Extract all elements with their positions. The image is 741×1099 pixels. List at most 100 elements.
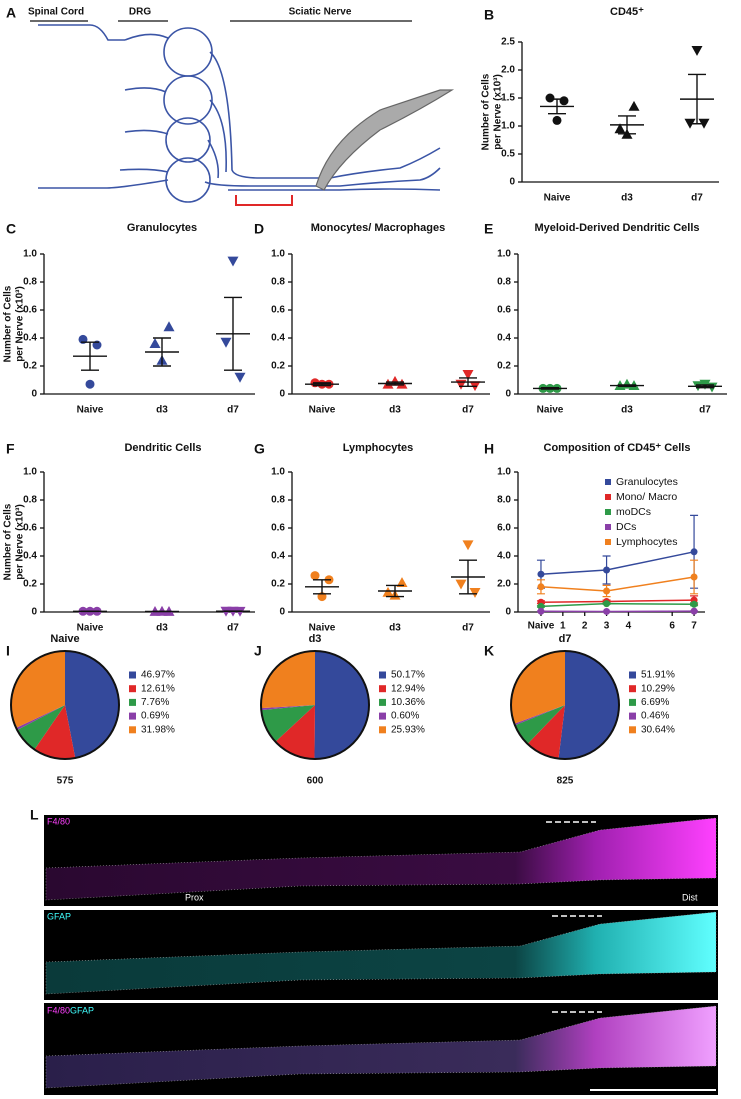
data-point: [85, 379, 95, 389]
legend-label: 12.61%: [141, 683, 175, 694]
y-tick-label: 0.4: [23, 551, 37, 562]
y-tick-label: 0.6: [497, 305, 511, 316]
data-point: [396, 577, 408, 587]
legend-label: DCs: [616, 521, 636, 533]
panel-letter: H: [484, 441, 494, 457]
microscopy-panel: F4/80 Prox Dist GFAP F4/80 GFAP: [44, 815, 718, 1095]
legend-swatch: [379, 671, 386, 679]
error-bar: [618, 384, 636, 387]
data-point: [462, 370, 474, 380]
data-point: [455, 579, 467, 590]
y-tick-label: 0.2: [271, 579, 285, 590]
x-tick-label: d3: [389, 405, 401, 416]
y-tick-label: 0: [505, 607, 511, 618]
legend-label: 30.64%: [641, 724, 675, 735]
y-tick-label: 0.6: [23, 305, 37, 316]
x-tick-label: d3: [621, 193, 633, 204]
y-tick-label: 1.0: [271, 249, 285, 260]
data-point: [621, 378, 633, 389]
y-tick-label: 2.0: [497, 579, 511, 590]
x-tick-label: Naive: [544, 193, 571, 204]
legend-label: 10.36%: [391, 697, 425, 708]
y-tick-label: 0.5: [501, 149, 515, 160]
y-tick-label: 0: [505, 389, 511, 400]
error-bar: [541, 387, 559, 390]
y-tick-label: 0.2: [23, 579, 37, 590]
y-tick-label: 0: [31, 389, 37, 400]
pie-slice: [514, 705, 565, 726]
legend-label: 31.98%: [141, 724, 175, 735]
data-point: [690, 607, 698, 615]
y-tick-label: 6.0: [497, 523, 511, 534]
x-tick-label: Naive: [309, 405, 336, 416]
data-point: [537, 583, 545, 591]
data-point: [234, 372, 246, 383]
legend-swatch: [605, 494, 611, 500]
y-tick-label: 1.0: [501, 121, 515, 132]
pie-slice: [558, 651, 619, 759]
x-tick-label: d7: [462, 405, 474, 416]
data-point: [603, 566, 611, 574]
data-point: [545, 93, 555, 103]
pie-outline: [260, 650, 370, 760]
diagram-label: Sciatic Nerve: [289, 7, 352, 18]
chart-title: Myeloid-Derived Dendritic Cells: [534, 222, 699, 234]
legend-swatch: [605, 479, 611, 485]
stain-label: GFAP: [70, 1005, 94, 1015]
panel-letter: E: [484, 221, 493, 237]
data-point: [310, 571, 320, 581]
panel-letter: L: [30, 807, 39, 823]
y-axis-label: per Nerve (x10³): [15, 286, 26, 362]
legend-label: 0.46%: [641, 711, 669, 722]
legend-swatch: [605, 524, 611, 530]
data-point: [149, 338, 161, 348]
y-axis-label: Number of Cells: [3, 285, 14, 362]
legend-swatch: [629, 712, 636, 720]
y-tick-label: 0.8: [23, 277, 37, 288]
error-bar: [688, 73, 706, 125]
x-tick-label: d7: [462, 623, 474, 634]
data-point: [628, 100, 640, 111]
stain-label: F4/80: [47, 1005, 70, 1015]
data-point: [537, 570, 545, 578]
pie-slice: [514, 705, 565, 744]
pie-slice: [527, 705, 565, 759]
legend-label: 50.17%: [391, 670, 425, 681]
y-tick-label: 0: [509, 177, 515, 188]
legend-swatch: [629, 726, 636, 734]
series-line: [540, 602, 695, 608]
error-bar: [386, 584, 404, 598]
y-tick-label: 0.8: [23, 495, 37, 506]
y-tick-label: 1.0: [23, 467, 37, 478]
legend-label: Lymphocytes: [616, 536, 677, 548]
y-tick-label: 2.0: [501, 65, 515, 76]
y-tick-label: 0.4: [497, 333, 511, 344]
y-tick-label: 0.8: [271, 277, 285, 288]
legend-label: 0.60%: [391, 711, 419, 722]
x-tick-label: d3: [621, 405, 633, 416]
x-tick-label: Naive: [537, 405, 564, 416]
data-point: [603, 587, 611, 595]
y-axis-label: Number of Cells: [481, 73, 492, 150]
legend-label: Granulocytes: [616, 476, 678, 488]
series-line: [540, 599, 695, 603]
y-tick-label: 4.0: [497, 551, 511, 562]
y-tick-label: 1.0: [497, 249, 511, 260]
pie-slice: [34, 705, 76, 759]
panel-letter: I: [6, 643, 10, 659]
diagram-label: Spinal Cord: [28, 7, 84, 18]
diagram-label: DRG: [129, 7, 151, 18]
panel-letter: A: [6, 5, 16, 21]
chart-title: CD45⁺: [610, 6, 644, 18]
legend-label: 25.93%: [391, 724, 425, 735]
chart-title: Naive: [50, 633, 79, 645]
data-point: [559, 96, 569, 106]
chart-title: Granulocytes: [127, 222, 197, 234]
data-point: [469, 588, 481, 598]
pie-total: 575: [57, 776, 74, 787]
y-tick-label: 1.0: [271, 467, 285, 478]
pie-slice: [17, 705, 65, 750]
legend-swatch: [629, 671, 636, 679]
data-point: [227, 256, 239, 267]
